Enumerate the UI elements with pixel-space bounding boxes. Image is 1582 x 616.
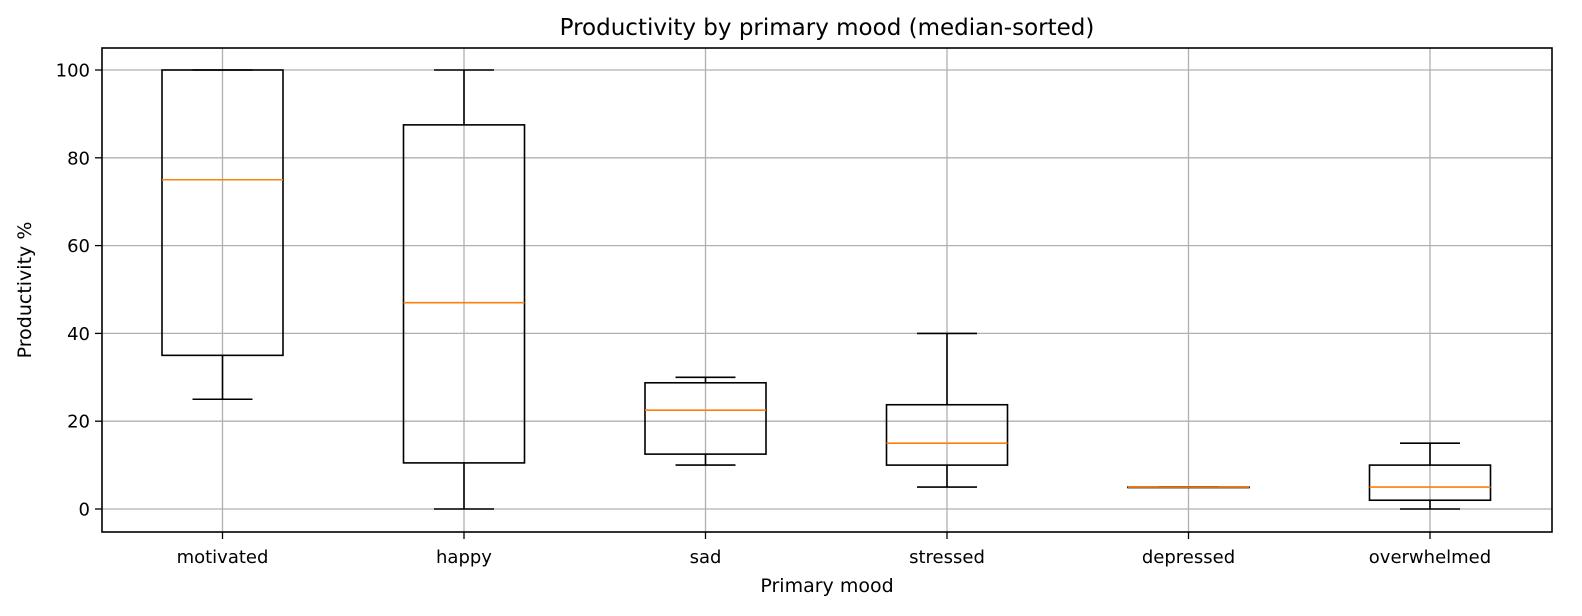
iqr-box xyxy=(885,403,1009,466)
grid-lines xyxy=(102,48,1552,532)
iqr-box xyxy=(402,124,526,464)
x-axis-label: Primary mood xyxy=(760,575,893,597)
x-axis-ticks: motivated happy sad stressed depressed overwh… xyxy=(177,532,1491,568)
x-tick-label: stressed xyxy=(909,547,985,568)
y-tick-label: 80 xyxy=(67,148,90,169)
y-tick-label: 0 xyxy=(79,500,90,521)
iqr-box xyxy=(644,381,767,455)
y-tick-label: 40 xyxy=(67,324,90,345)
box-overwhelmed xyxy=(1368,442,1492,510)
box-happy xyxy=(402,69,526,510)
box-series xyxy=(161,69,1492,510)
x-tick-label: happy xyxy=(436,547,492,568)
y-tick-label: 100 xyxy=(56,61,90,82)
iqr-box xyxy=(1368,464,1492,502)
box-sad xyxy=(644,376,767,466)
x-tick-label: sad xyxy=(690,547,722,568)
iqr-box xyxy=(161,69,284,357)
x-tick-label: motivated xyxy=(177,547,269,568)
y-axis-label: Productivity % xyxy=(14,222,36,359)
box-stressed xyxy=(885,332,1009,488)
x-tick-label: overwhelmed xyxy=(1369,547,1491,568)
y-tick-label: 60 xyxy=(67,236,90,257)
y-tick-label: 20 xyxy=(67,412,90,433)
box-motivated xyxy=(161,69,284,401)
chart-title: Productivity by primary mood (median-sor… xyxy=(560,15,1095,41)
plot-frame xyxy=(101,47,1553,533)
y-axis-ticks: 0 20 40 60 80 100 xyxy=(56,61,102,521)
box-depressed xyxy=(1127,486,1250,489)
x-tick-label: depressed xyxy=(1142,547,1235,568)
